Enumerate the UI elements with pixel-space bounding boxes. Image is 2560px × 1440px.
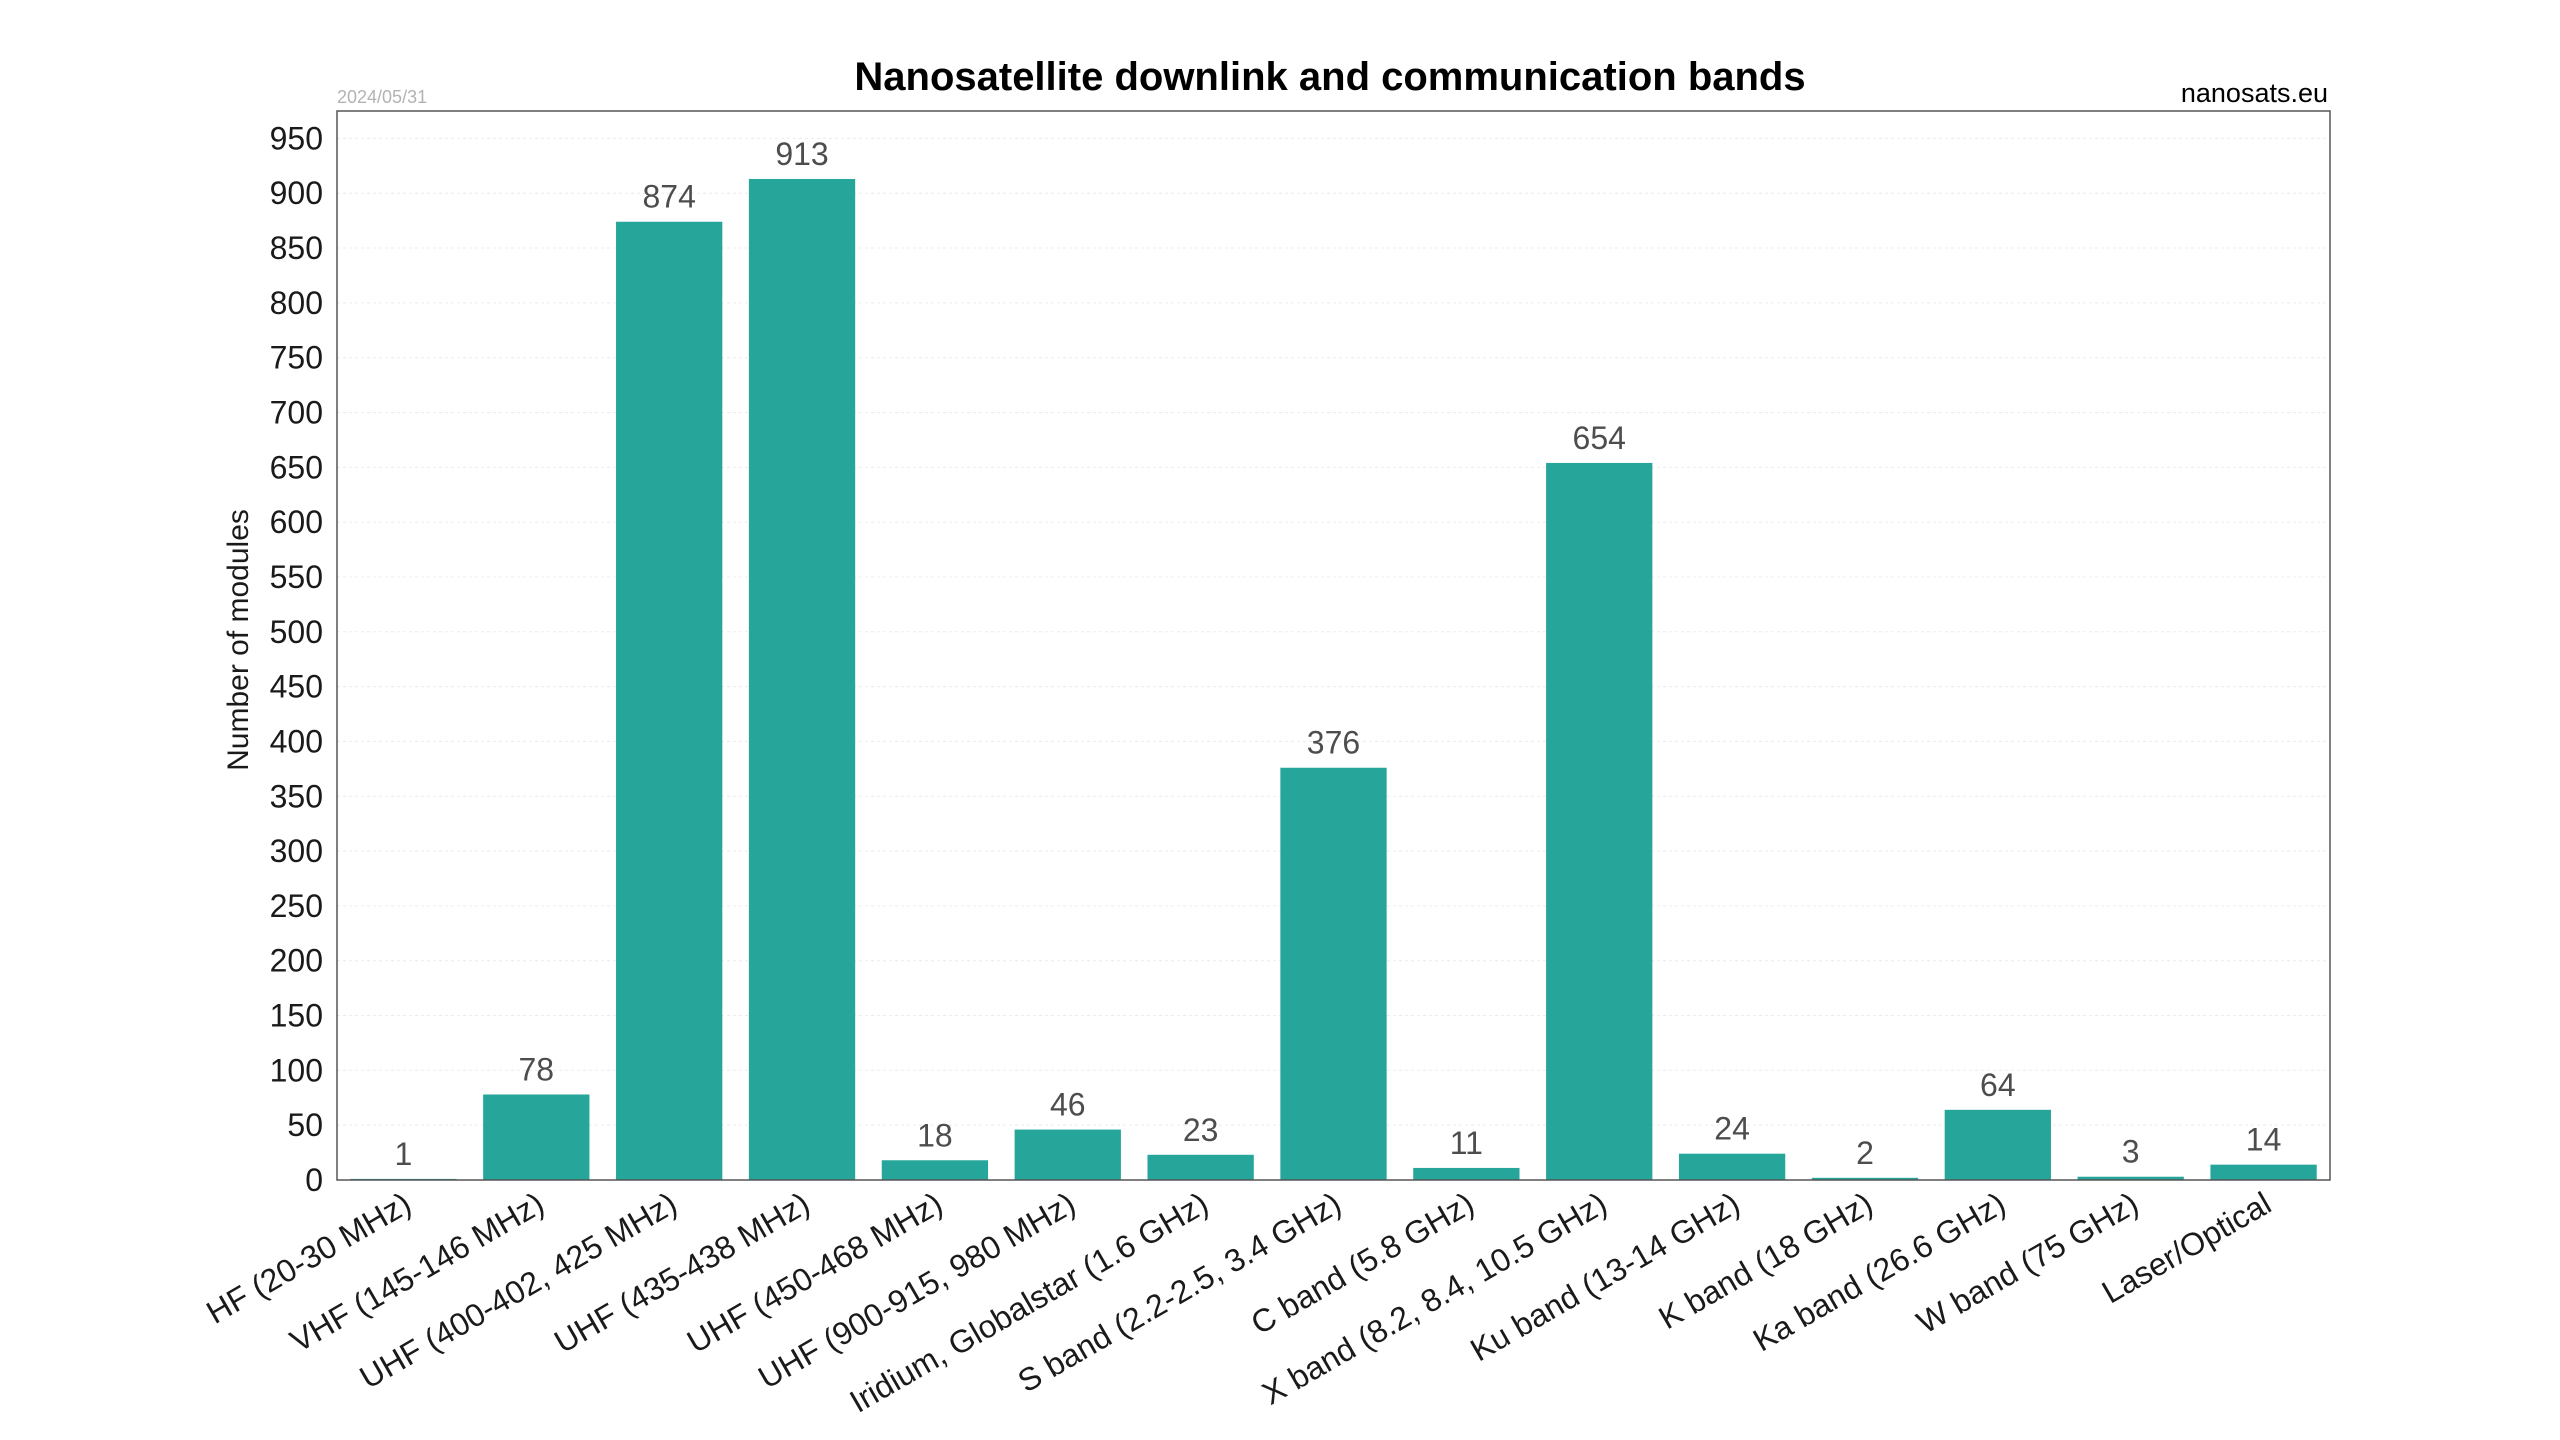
bar — [748, 178, 856, 1181]
y-tick-label: 950 — [270, 120, 323, 156]
bar-value-label: 14 — [2246, 1122, 2282, 1158]
y-tick-label: 750 — [270, 340, 323, 376]
x-tick-label: Ka band (26.6 GHz) — [1747, 1185, 2011, 1358]
y-tick-label: 700 — [270, 395, 323, 431]
bar-value-label: 1 — [395, 1136, 413, 1172]
bar-value-label: 46 — [1050, 1087, 1086, 1123]
y-tick-label: 900 — [270, 175, 323, 211]
y-tick-label: 850 — [270, 230, 323, 266]
bar — [1014, 1129, 1121, 1180]
bar-value-label: 78 — [519, 1051, 555, 1087]
bar-value-label: 64 — [1980, 1067, 2016, 1103]
y-tick-label: 100 — [270, 1052, 323, 1088]
y-tick-label: 400 — [270, 723, 323, 759]
bar — [616, 221, 723, 1181]
bar-value-label: 24 — [1714, 1111, 1750, 1147]
y-tick-label: 600 — [270, 504, 323, 540]
chart-date: 2024/05/31 — [337, 87, 427, 107]
y-tick-label: 200 — [270, 943, 323, 979]
bar — [1811, 1177, 1919, 1180]
bar — [2077, 1176, 2184, 1180]
bar — [1678, 1153, 1786, 1180]
y-tick-label: 300 — [270, 833, 323, 869]
y-axis-ticks: 0 50 100 150 200 250 300 350 400 450 500 550 600 650 7… — [270, 120, 323, 1198]
y-tick-label: 650 — [270, 449, 323, 485]
y-tick-label: 50 — [287, 1107, 323, 1143]
bar-value-label: 3 — [2122, 1134, 2140, 1170]
bar — [1147, 1154, 1254, 1180]
y-tick-label: 800 — [270, 285, 323, 321]
bar-value-label: 23 — [1183, 1112, 1219, 1148]
x-axis-ticks: HF (20-30 MHz)VHF (145-146 MHz)UHF (400-… — [200, 1185, 2277, 1420]
bar — [1413, 1167, 1520, 1180]
bar-value-label: 874 — [642, 179, 695, 215]
y-tick-label: 350 — [270, 778, 323, 814]
y-tick-label: 550 — [270, 559, 323, 595]
y-tick-label: 150 — [270, 998, 323, 1034]
bar-value-label: 2 — [1856, 1135, 1874, 1171]
chart-title: Nanosatellite downlink and communication… — [854, 55, 1805, 99]
bar — [1944, 1109, 2051, 1180]
bar — [1280, 767, 1387, 1180]
bar — [881, 1160, 989, 1180]
y-tick-label: 250 — [270, 888, 323, 924]
bar — [1546, 462, 1653, 1180]
y-tick-label: 450 — [270, 669, 323, 705]
value-labels: 1 78 874 913 18 46 23 376 11 654 24 2 64 3 14 — [395, 136, 2282, 1172]
chart-source: nanosats.eu — [2181, 78, 2328, 108]
bar-value-label: 376 — [1307, 725, 1360, 761]
y-tick-label: 0 — [305, 1162, 323, 1198]
plot-frame — [336, 110, 2331, 1181]
y-axis-label: Number of modules — [222, 509, 255, 771]
bars — [350, 178, 2317, 1181]
bar-value-label: 11 — [1450, 1125, 1483, 1161]
x-tick-label: UHF (435-438 MHz) — [548, 1185, 815, 1360]
x-tick-label: W band (75 GHz) — [1911, 1185, 2145, 1341]
bar — [2210, 1164, 2317, 1180]
y-tick-label: 500 — [270, 614, 323, 650]
bar-value-label: 913 — [775, 136, 828, 172]
bar-value-label: 18 — [917, 1117, 953, 1153]
bar-value-label: 654 — [1573, 420, 1626, 456]
bar — [483, 1094, 590, 1180]
